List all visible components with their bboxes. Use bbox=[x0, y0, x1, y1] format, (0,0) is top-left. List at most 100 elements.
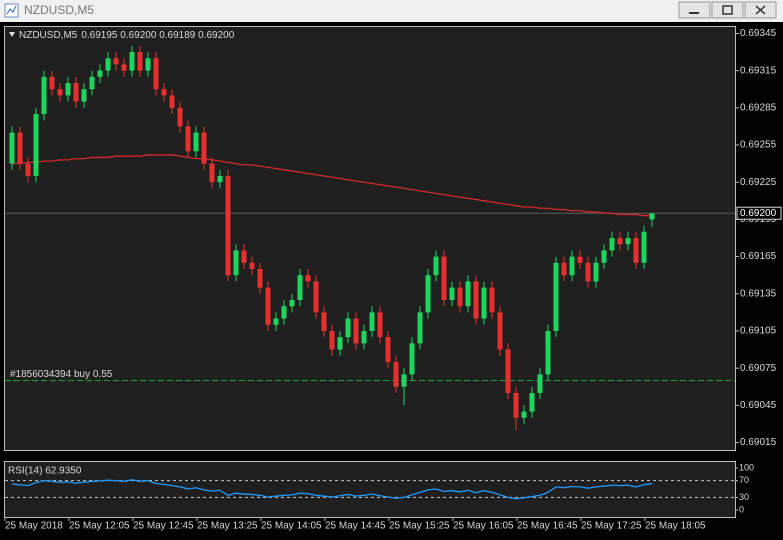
candle-body bbox=[353, 318, 359, 344]
candle-body bbox=[241, 250, 247, 263]
title-bar bbox=[0, 0, 783, 22]
window-buttons[interactable] bbox=[678, 1, 777, 19]
rsi-tick-label: 70 bbox=[739, 475, 749, 485]
candle-body bbox=[577, 256, 583, 263]
candle-body bbox=[9, 132, 15, 164]
candle-body bbox=[17, 132, 23, 164]
candle-body bbox=[209, 163, 215, 183]
plot: 0.69345 0.69315 0.69285 0.69255 0.69225 0.691… bbox=[4, 28, 782, 532]
y-tick-label: 0.69045 bbox=[740, 400, 777, 411]
y-tick-label: 0.69345 bbox=[740, 28, 777, 39]
candle-body bbox=[529, 392, 535, 412]
candle-body bbox=[497, 312, 503, 350]
candle-body bbox=[361, 330, 367, 344]
candle-body bbox=[297, 275, 303, 300]
rsi-tick-label: 0 bbox=[739, 504, 744, 514]
candle-body bbox=[129, 52, 135, 71]
symbol: NZDUSD,M5 bbox=[19, 30, 78, 41]
rsi-line bbox=[11, 479, 653, 500]
rsi-tick-label: 30 bbox=[739, 492, 749, 502]
x-tick-label: 25 May 13:25 bbox=[197, 521, 258, 532]
candle-body bbox=[593, 262, 599, 282]
candle-body bbox=[201, 132, 207, 164]
last-price-label: 0.69200 bbox=[740, 208, 777, 219]
y-tick-label: 0.69315 bbox=[740, 65, 777, 76]
x-tick-label: 25 May 17:25 bbox=[581, 521, 642, 532]
candle-body bbox=[441, 256, 447, 300]
candle-body bbox=[585, 262, 591, 282]
candle-body bbox=[409, 343, 415, 375]
candle-body bbox=[73, 83, 79, 102]
candle-body bbox=[633, 238, 639, 263]
rsi-tick-label: 100 bbox=[739, 462, 754, 472]
candle-body bbox=[113, 58, 119, 65]
candle-body bbox=[481, 287, 487, 319]
candle-body bbox=[345, 318, 351, 338]
header-arrow bbox=[9, 32, 15, 37]
x-tick-label: 25 May 12:45 bbox=[133, 521, 194, 532]
candle-body bbox=[601, 250, 607, 263]
rsi-panel bbox=[4, 461, 736, 518]
x-tick-label: 25 May 16:05 bbox=[453, 521, 514, 532]
candle-body bbox=[33, 114, 39, 177]
candle-body bbox=[385, 337, 391, 362]
candle-body bbox=[521, 411, 527, 418]
candle-body bbox=[137, 52, 143, 71]
candle-body bbox=[505, 349, 511, 393]
y-tick-label: 0.69015 bbox=[740, 437, 777, 448]
y-tick-label: 0.69075 bbox=[740, 363, 777, 374]
candle-body bbox=[537, 374, 543, 393]
candle-body bbox=[161, 89, 167, 96]
candle-body bbox=[233, 250, 239, 276]
candle-body bbox=[393, 361, 399, 387]
candle-body bbox=[569, 256, 575, 276]
y-tick-label: 0.69165 bbox=[740, 251, 777, 262]
x-tick-label: 25 May 12:05 bbox=[69, 521, 130, 532]
rsi-title: RSI(14) 62.9350 bbox=[8, 466, 82, 477]
candle-body bbox=[225, 176, 231, 276]
candle-body bbox=[65, 83, 71, 96]
candle-body bbox=[177, 107, 183, 127]
chart-header: NZDUSD,M5 0.69195 0.69200 0.69189 0.69200 bbox=[19, 30, 235, 41]
candle-body bbox=[545, 330, 551, 375]
window-title: NZDUSD,M5 bbox=[24, 3, 94, 17]
candle-body bbox=[321, 312, 327, 331]
candle-body bbox=[257, 268, 263, 288]
candle-body bbox=[449, 287, 455, 300]
candle-body bbox=[265, 287, 271, 325]
candle-body bbox=[153, 58, 159, 90]
candle-body bbox=[281, 306, 287, 319]
candle-body bbox=[465, 281, 471, 307]
candle-body bbox=[305, 275, 311, 282]
candle-body bbox=[105, 58, 111, 71]
minimize-button[interactable] bbox=[678, 1, 711, 19]
candle-body bbox=[473, 281, 479, 319]
y-tick-label: 0.69105 bbox=[740, 326, 777, 337]
candle-body bbox=[169, 95, 175, 108]
candle-body bbox=[289, 299, 295, 307]
candle-body bbox=[25, 163, 31, 177]
candle-body bbox=[57, 89, 63, 96]
y-tick-label: 0.69225 bbox=[740, 177, 777, 188]
x-tick-label: 25 May 15:25 bbox=[389, 521, 450, 532]
candle-body bbox=[329, 330, 335, 350]
candle-body bbox=[97, 70, 103, 77]
maximize-button[interactable] bbox=[711, 1, 744, 19]
x-tick-label: 25 May 14:45 bbox=[325, 521, 386, 532]
candle-body bbox=[49, 76, 55, 90]
candle-body bbox=[273, 318, 279, 325]
candle-body bbox=[249, 262, 255, 269]
y-tick-label: 0.69285 bbox=[740, 102, 777, 113]
close-glyph bbox=[755, 5, 766, 15]
candle-body bbox=[609, 238, 615, 251]
candle-body bbox=[193, 132, 199, 152]
candle-body bbox=[89, 76, 95, 90]
y-tick-label: 0.69255 bbox=[740, 140, 777, 151]
candle-body bbox=[513, 392, 519, 418]
moving-average bbox=[12, 154, 652, 217]
candle-body bbox=[433, 256, 439, 276]
candle-body bbox=[553, 262, 559, 331]
candle-body bbox=[369, 312, 375, 331]
y-tick-label: 0.69135 bbox=[740, 288, 777, 299]
x-tick-label: 25 May 14:05 bbox=[261, 521, 322, 532]
